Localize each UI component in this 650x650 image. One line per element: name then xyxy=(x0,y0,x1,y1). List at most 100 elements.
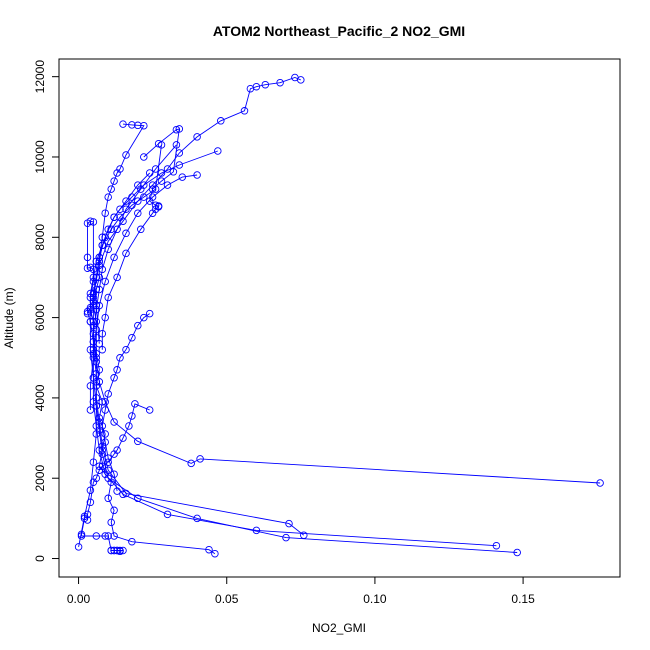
data-point xyxy=(145,197,154,205)
data-point xyxy=(104,390,112,398)
data-point xyxy=(101,313,109,322)
data-point xyxy=(128,537,136,546)
data-point xyxy=(101,438,109,446)
x-tick-label: 0.05 xyxy=(215,592,239,606)
data-point xyxy=(89,317,98,326)
data-point xyxy=(83,516,92,524)
data-point xyxy=(193,514,201,523)
data-point xyxy=(95,285,104,294)
data-point xyxy=(145,406,154,414)
data-point xyxy=(122,151,130,159)
data-point xyxy=(276,78,284,87)
data-point xyxy=(151,165,160,173)
data-point xyxy=(89,374,98,382)
data-point xyxy=(92,273,101,282)
data-point xyxy=(285,519,293,528)
data-point xyxy=(119,120,127,128)
data-point xyxy=(131,400,139,408)
data-point xyxy=(134,197,142,205)
profile-line xyxy=(92,174,497,547)
data-point xyxy=(252,82,261,91)
data-point xyxy=(89,293,98,302)
data-point xyxy=(104,225,112,234)
data-point xyxy=(89,478,98,486)
data-point xyxy=(119,546,127,555)
data-point xyxy=(107,185,115,193)
data-point xyxy=(89,345,98,354)
data-point xyxy=(297,76,305,84)
data-point xyxy=(122,205,130,213)
data-point xyxy=(95,253,104,262)
data-point xyxy=(205,545,213,554)
x-axis: 0.00 0.05 0.10 0.15 xyxy=(67,576,535,606)
data-point xyxy=(122,229,130,238)
data-point xyxy=(140,313,148,322)
y-tick-label: 6000 xyxy=(33,304,47,331)
data-point xyxy=(86,317,95,326)
data-point xyxy=(83,309,92,318)
data-point xyxy=(163,165,172,173)
data-point xyxy=(116,354,124,362)
data-point xyxy=(89,273,98,282)
data-point xyxy=(98,446,107,454)
data-point xyxy=(148,181,157,189)
data-point xyxy=(154,139,163,148)
data-point xyxy=(74,543,83,551)
data-point xyxy=(187,459,195,468)
data-point xyxy=(95,378,104,386)
chart-title: ATOM2 Northeast_Pacific_2 NO2_GMI xyxy=(213,23,465,39)
data-point xyxy=(110,450,118,458)
data-point xyxy=(157,177,166,185)
data-point xyxy=(86,498,95,507)
data-point xyxy=(193,133,201,141)
data-point xyxy=(193,171,201,179)
profile-line xyxy=(89,144,601,484)
data-point xyxy=(86,263,95,272)
profile-line xyxy=(101,313,150,492)
data-point xyxy=(196,455,204,463)
data-point xyxy=(134,121,142,130)
data-point xyxy=(86,382,95,390)
data-point xyxy=(148,209,157,217)
data-point xyxy=(95,462,104,470)
data-point xyxy=(86,345,95,354)
data-point xyxy=(104,245,112,254)
data-point xyxy=(128,333,136,342)
data-point xyxy=(95,301,104,310)
data-point xyxy=(110,546,118,555)
data-point xyxy=(98,398,107,406)
data-point xyxy=(110,470,118,478)
data-point xyxy=(175,161,184,169)
y-tick-label: 12000 xyxy=(33,60,47,94)
data-point xyxy=(172,125,181,134)
data-point xyxy=(92,430,101,438)
data-point xyxy=(122,197,130,205)
data-point xyxy=(110,532,118,540)
y-tick-label: 10000 xyxy=(33,140,47,174)
profile-line xyxy=(92,123,145,298)
data-point xyxy=(113,225,121,234)
data-point xyxy=(116,547,124,556)
data-point xyxy=(95,273,104,282)
data-point xyxy=(119,217,127,225)
data-point xyxy=(163,181,172,189)
data-point xyxy=(492,541,501,550)
data-point xyxy=(95,414,104,422)
data-point xyxy=(113,546,121,555)
data-point xyxy=(134,437,142,446)
data-point xyxy=(104,458,112,466)
data-point xyxy=(92,394,101,402)
data-point xyxy=(101,406,109,414)
data-point xyxy=(134,321,142,330)
data-point xyxy=(110,213,118,221)
data-point xyxy=(83,253,92,262)
data-point xyxy=(128,121,136,129)
data-point xyxy=(110,506,118,515)
data-point xyxy=(116,205,124,213)
data-point xyxy=(98,422,107,430)
data-point xyxy=(300,531,308,539)
data-point xyxy=(89,218,98,226)
data-point xyxy=(86,293,95,302)
data-point xyxy=(101,277,109,286)
